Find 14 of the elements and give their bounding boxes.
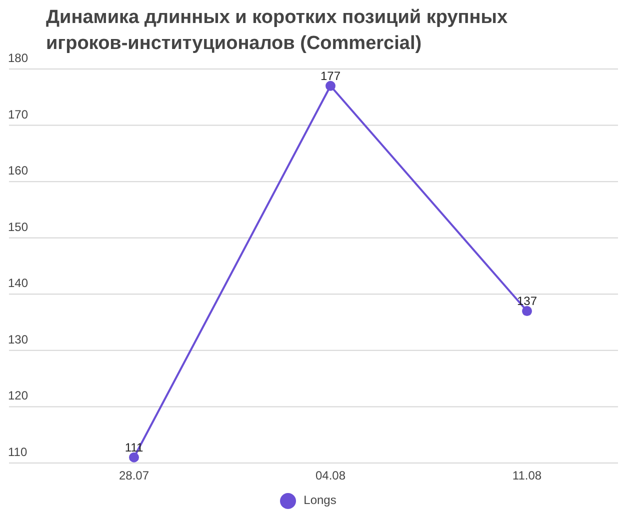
x-tick-label: 04.08 — [315, 468, 346, 483]
y-tick-label: 170 — [8, 107, 28, 122]
data-label: 177 — [320, 68, 341, 83]
y-tick-label: 150 — [8, 220, 28, 234]
x-tick-label: 28.07 — [118, 468, 150, 483]
x-tick-label: 11.08 — [512, 468, 542, 483]
legend-label: Longs — [304, 493, 336, 508]
y-tick-label: 110 — [8, 445, 28, 459]
y-tick-label: 180 — [8, 51, 28, 65]
y-tick-label: 140 — [8, 276, 28, 290]
y-tick-label: 120 — [8, 388, 28, 403]
chart-title: Динамика длинных и коротких позиций крупных игроков-институционалов (Commercial) — [46, 6, 509, 56]
y-tick-label: 130 — [8, 332, 28, 346]
y-tick-label: 160 — [8, 164, 28, 178]
